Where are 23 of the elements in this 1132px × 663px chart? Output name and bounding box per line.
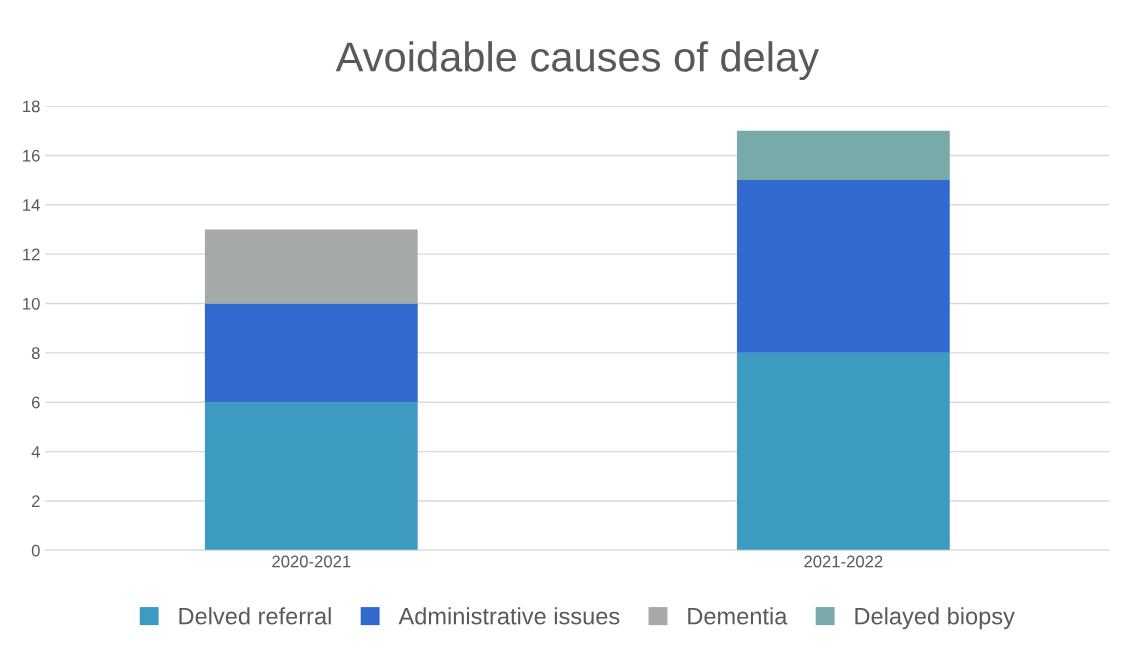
bar xyxy=(204,402,418,551)
y-tick-label: 6 xyxy=(32,396,40,409)
y-tick-label: 16 xyxy=(23,149,40,162)
y-tick-label: 2 xyxy=(31,495,40,507)
y-tick-label: 0 xyxy=(31,544,40,557)
y-tick-label: 8 xyxy=(31,347,40,360)
bar xyxy=(204,229,418,304)
y-tick-label: 18 xyxy=(23,100,40,113)
chart-title: Avoidable causes of delay xyxy=(335,41,819,80)
bar xyxy=(204,303,418,403)
bar xyxy=(736,130,950,181)
x-tick-label: 2021-2022 xyxy=(804,555,883,568)
y-tick-label: 12 xyxy=(23,248,40,261)
legend-label: Administrative issues xyxy=(398,607,620,625)
bar xyxy=(736,352,950,551)
y-tick-label: 14 xyxy=(23,199,40,211)
bar xyxy=(736,180,950,353)
legend-label: Dementia xyxy=(688,607,788,625)
y-tick-label: 10 xyxy=(23,297,40,310)
legend-label: Delved referral xyxy=(179,607,331,625)
y-tick-label: 4 xyxy=(31,446,40,458)
legend-label: Delayed biopsy xyxy=(855,607,1015,630)
x-tick-label: 2020-2021 xyxy=(272,555,351,568)
